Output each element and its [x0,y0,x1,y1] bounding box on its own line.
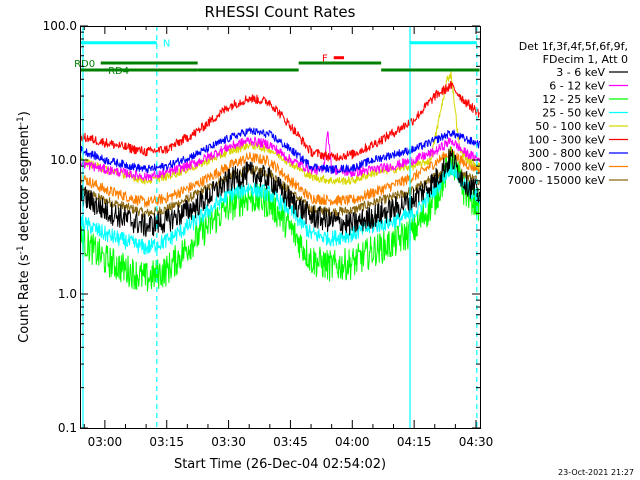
x-tick-label: 03:30 [211,435,246,449]
state-bar-label: F [322,54,328,65]
legend-label: 6 - 12 keV [549,80,605,93]
x-axis-label: Start Time (26-Dec-04 02:54:02) [174,457,386,472]
y-tick-label: 0.1 [58,421,77,435]
state-bar-label: N [163,39,170,50]
legend-label: 25 - 50 keV [542,107,605,120]
legend-label: 300 - 800 keV [528,147,605,160]
chart-title: RHESSI Count Rates [205,3,356,21]
legend-header: Det 1f,3f,4f,5f,6f,9f, [519,40,628,53]
plot-series-group [79,70,481,292]
y-tick-label: 100.0 [43,19,77,33]
x-tick-label: 03:00 [88,435,123,449]
legend-label: 7000 - 15000 keV [507,174,605,187]
series-line [79,80,481,162]
series-line [80,148,481,238]
x-tick-label: 03:15 [149,435,184,449]
y-tick-label: 1.0 [58,287,77,301]
series-line [79,146,481,208]
y-axis-label: Count Rate (s-1 detector segment-1) [16,111,32,343]
axes-group: 03:00 03:15 03:30 03:45 04:00 04:15 04:30 0.1 1.… [43,19,494,449]
y-tick-label: 10.0 [50,153,77,167]
legend-label: 12 - 25 keV [542,93,605,106]
series-line [80,127,481,174]
state-bar-label: RD4 [108,66,129,77]
chart-legend: Det 1f,3f,4f,5f,6f,9f,FDecim 1, Att 03 -… [507,40,628,187]
plot-frame [80,26,481,429]
legend-label: 50 - 100 keV [535,120,605,133]
state-bar-label: RD0 [74,59,95,70]
x-tick-label: 04:15 [397,435,432,449]
timestamp-footer: 23-Oct-2021 21:27 [558,468,634,477]
x-tick-label: 04:30 [459,435,494,449]
series-line [79,161,481,255]
plot-overlays-group: N F RD0 RD4 [74,26,480,428]
series-line [79,70,481,186]
legend-label: 3 - 6 keV [556,66,605,79]
legend-header: FDecim 1, Att 0 [543,53,628,66]
x-tick-label: 03:45 [273,435,308,449]
legend-label: 100 - 300 keV [528,134,605,147]
legend-label: 800 - 7000 keV [521,161,605,174]
x-tick-label: 04:00 [335,435,370,449]
